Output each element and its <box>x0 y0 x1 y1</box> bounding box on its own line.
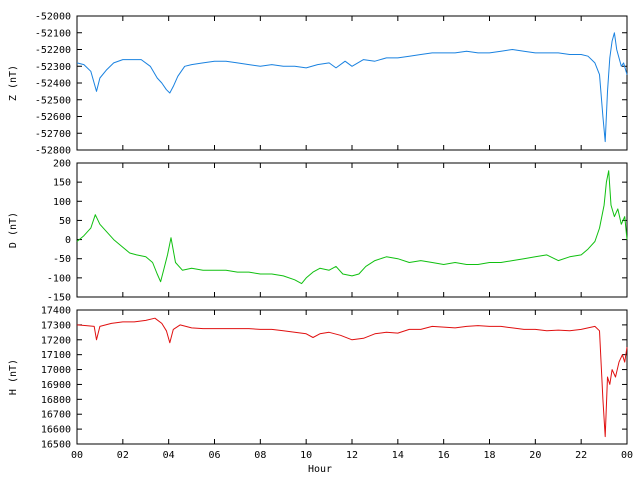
z-y-tick-label: -52400 <box>35 79 71 90</box>
z-panel: -52000 -52100 -52200 -52300 -52400 -52500 -526… <box>8 12 628 157</box>
h-x-tick-label: 18 <box>483 450 495 461</box>
z-y-tick-label: -52700 <box>35 129 71 140</box>
d-y-tick-label: 0 <box>65 235 71 246</box>
h-y-tick-label: 17400 <box>41 306 71 317</box>
h-y-tick-label: 17000 <box>41 365 71 376</box>
h-x-tick-label: 04 <box>163 450 175 461</box>
h-y-axis-label: H (nT) <box>8 359 19 395</box>
h-y-tick-label: 16700 <box>41 410 71 421</box>
z-y-tick-label: -52500 <box>35 95 71 106</box>
h-x-tick-label: 00 <box>71 450 83 461</box>
h-x-tick-label: 10 <box>300 450 312 461</box>
d-y-tick-label: 200 <box>53 159 71 170</box>
z-plot-frame <box>76 15 628 151</box>
d-y-tick-label: 150 <box>53 178 71 189</box>
h-x-tick-label: 00 <box>621 450 633 461</box>
z-y-axis-label: Z (nT) <box>8 65 19 101</box>
z-y-tick-label: -52600 <box>35 112 71 123</box>
h-x-tick-label: 14 <box>392 450 404 461</box>
h-y-tick-label: 16900 <box>41 380 71 391</box>
d-y-tick-label: -100 <box>47 273 71 284</box>
h-panel: 17400 17300 17200 17100 17000 16900 16800 16700… <box>8 306 633 462</box>
d-plot-frame <box>76 162 628 298</box>
h-x-tick-label: 20 <box>529 450 541 461</box>
z-y-tick-label: -52000 <box>35 12 71 23</box>
z-series-line <box>76 32 628 143</box>
d-y-tick-label: -50 <box>53 254 71 265</box>
h-y-tick-label: 16800 <box>41 395 71 406</box>
z-y-tick-label: -52300 <box>35 62 71 73</box>
d-y-tick-label: 50 <box>59 216 71 227</box>
h-x-tick-label: 12 <box>346 450 358 461</box>
d-y-tick-label: -150 <box>47 293 71 304</box>
h-series-line <box>76 317 628 438</box>
h-x-tick-label: 08 <box>254 450 266 461</box>
h-x-tick-label: 06 <box>208 450 220 461</box>
z-y-tick-label: -52100 <box>35 28 71 39</box>
h-y-tick-label: 17200 <box>41 335 71 346</box>
h-y-tick-label: 17100 <box>41 350 71 361</box>
d-y-tick-label: 100 <box>53 197 71 208</box>
x-axis-label: Hour <box>308 464 332 475</box>
h-y-tick-label: 16600 <box>41 425 71 436</box>
h-x-tick-label: 02 <box>117 450 129 461</box>
d-panel: 200 150 100 50 0 -50 -100 -150 D (nT) <box>8 159 628 304</box>
d-series-line <box>76 170 628 285</box>
z-y-tick-label: -52800 <box>35 146 71 157</box>
h-x-tick-label: 16 <box>438 450 450 461</box>
h-x-tick-label: 22 <box>575 450 587 461</box>
h-y-tick-label: 16500 <box>41 440 71 451</box>
h-y-tick-label: 17300 <box>41 320 71 331</box>
z-y-tick-label: -52200 <box>35 45 71 56</box>
d-y-axis-label: D (nT) <box>8 212 19 248</box>
